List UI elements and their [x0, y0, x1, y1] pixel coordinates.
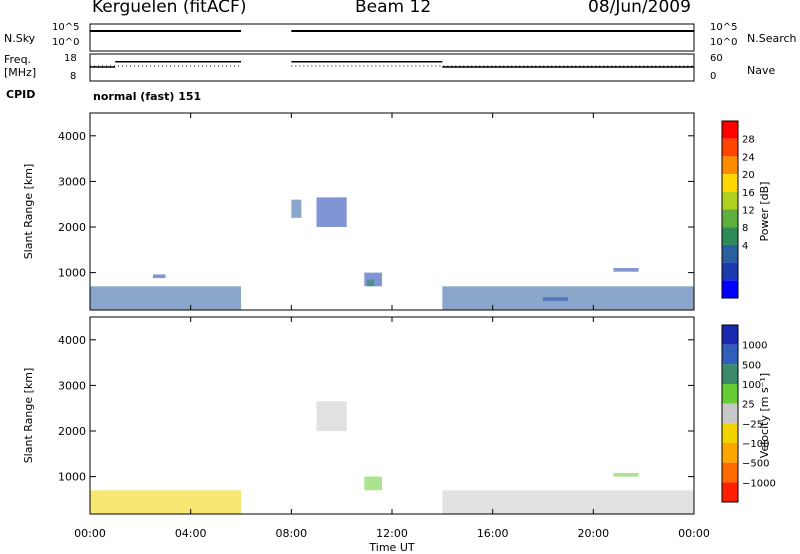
power-colorbar-label: Power [dB] — [758, 182, 771, 242]
power-scatter-patch — [316, 197, 347, 228]
power-colorbar-tick: 24 — [742, 152, 755, 163]
power-ytick-label: 3000 — [58, 175, 86, 188]
power-scatter-patch — [291, 199, 302, 218]
velocity-ytick-label: 2000 — [58, 425, 86, 438]
power-colorbar-tick: 4 — [742, 241, 748, 252]
power-colorbar-segment — [722, 227, 738, 245]
xtick-label: 00:00 — [74, 527, 106, 540]
velocity-colorbar-segment — [722, 325, 738, 345]
power-colorbar-segment — [722, 121, 738, 139]
cpid-text: normal (fast) 151 — [93, 90, 202, 103]
velocity-colorbar-frame — [721, 324, 739, 503]
power-colorbar-tick: 12 — [742, 206, 755, 217]
date-title: 08/Jun/2009 — [588, 0, 691, 17]
velocity-colorbar-tick: −25 — [742, 419, 763, 430]
velocity-colorbar-tick: −100 — [742, 439, 769, 450]
velocity-scatter-patch — [90, 490, 241, 514]
nave-label: Nave — [747, 64, 776, 77]
velocity-colorbar-segment — [722, 423, 738, 443]
velocity-colorbar-tick: 100 — [742, 380, 761, 391]
velocity-scatter-patch — [442, 490, 694, 514]
nsky-panel-frame — [89, 23, 695, 52]
velocity-colorbar-segment — [722, 344, 738, 365]
power-colorbar-segment — [722, 138, 738, 157]
xaxis-label: Time UT — [368, 541, 414, 554]
xtick-label: 04:00 — [175, 527, 207, 540]
velocity-colorbar-segment — [722, 384, 738, 404]
velocity-panel-frame — [89, 316, 695, 515]
power-scatter-patch — [613, 268, 639, 272]
xtick-label: 08:00 — [275, 527, 307, 540]
velocity-ytick-label: 3000 — [58, 379, 86, 392]
nave-tick-top: 60 — [710, 53, 723, 64]
velocity-scatter-patch — [613, 472, 639, 477]
nave-tick-bottom: 0 — [710, 71, 717, 82]
power-colorbar-segment — [722, 209, 738, 228]
power-scatter-patch — [152, 274, 166, 279]
velocity-colorbar-tick: 1000 — [742, 341, 767, 352]
velocity-colorbar-tick: −1000 — [742, 478, 776, 489]
nsky-label: N.Sky — [4, 32, 36, 45]
velocity-ytick-label: 1000 — [58, 471, 86, 484]
power-panel-frame — [89, 112, 695, 311]
power-scatter-patch — [366, 279, 375, 287]
velocity-colorbar-tick: −500 — [742, 459, 769, 470]
velocity-ytick-label: 4000 — [58, 334, 86, 347]
power-colorbar-segment — [722, 280, 738, 298]
cpid-label: CPID — [6, 88, 36, 101]
xtick-label: 20:00 — [577, 527, 609, 540]
power-scatter-patch — [90, 286, 241, 310]
freq-tick-bottom: 8 — [70, 71, 77, 82]
power-colorbar-frame — [721, 120, 739, 299]
station-title: Kerguelen (fitACF) — [92, 0, 247, 17]
power-ytick-label: 4000 — [58, 130, 86, 143]
freq-label-line2: [MHz] — [4, 66, 37, 79]
velocity-colorbar-tick: 500 — [742, 360, 761, 371]
power-colorbar-segment — [722, 191, 738, 210]
power-scatter-patch — [442, 286, 694, 310]
velocity-scatter-patch — [364, 476, 382, 491]
power-colorbar-segment — [722, 174, 738, 192]
velocity-colorbar-label: Velocity [m s⁻¹] — [758, 373, 771, 458]
velocity-ylabel: Slant Range [km] — [22, 368, 35, 464]
velocity-colorbar-segment — [722, 482, 738, 502]
velocity-colorbar-segment — [722, 462, 738, 483]
freq-tick-top: 18 — [64, 53, 77, 64]
power-ytick-label: 1000 — [58, 267, 86, 280]
nsearch-label: N.Search — [747, 32, 797, 45]
power-colorbar-tick: 8 — [742, 223, 748, 234]
nsky-tick-bottom: 10^0 — [52, 37, 80, 48]
xtick-label: 16:00 — [477, 527, 509, 540]
nsearch-tick-bottom: 10^0 — [710, 37, 738, 48]
velocity-colorbar-segment — [722, 364, 738, 384]
power-ytick-label: 2000 — [58, 221, 86, 234]
beam-title: Beam 12 — [355, 0, 432, 17]
velocity-colorbar-tick: 25 — [742, 400, 755, 411]
velocity-scatter-patch — [316, 401, 347, 432]
power-colorbar-tick: 20 — [742, 170, 755, 181]
power-colorbar-tick: 28 — [742, 135, 755, 146]
power-colorbar-segment — [722, 156, 738, 175]
xtick-label: 12:00 — [376, 527, 408, 540]
power-colorbar-segment — [722, 262, 738, 281]
nsky-tick-top: 10^5 — [52, 22, 80, 33]
power-colorbar-segment — [722, 244, 738, 263]
power-ylabel: Slant Range [km] — [22, 164, 35, 260]
nsearch-tick-top: 10^5 — [710, 22, 738, 33]
freq-label-line1: Freq. — [4, 53, 32, 66]
velocity-colorbar-segment — [722, 443, 738, 463]
xtick-label: 00:00 — [678, 527, 710, 540]
velocity-colorbar-segment — [722, 403, 738, 424]
power-colorbar-tick: 16 — [742, 188, 755, 199]
